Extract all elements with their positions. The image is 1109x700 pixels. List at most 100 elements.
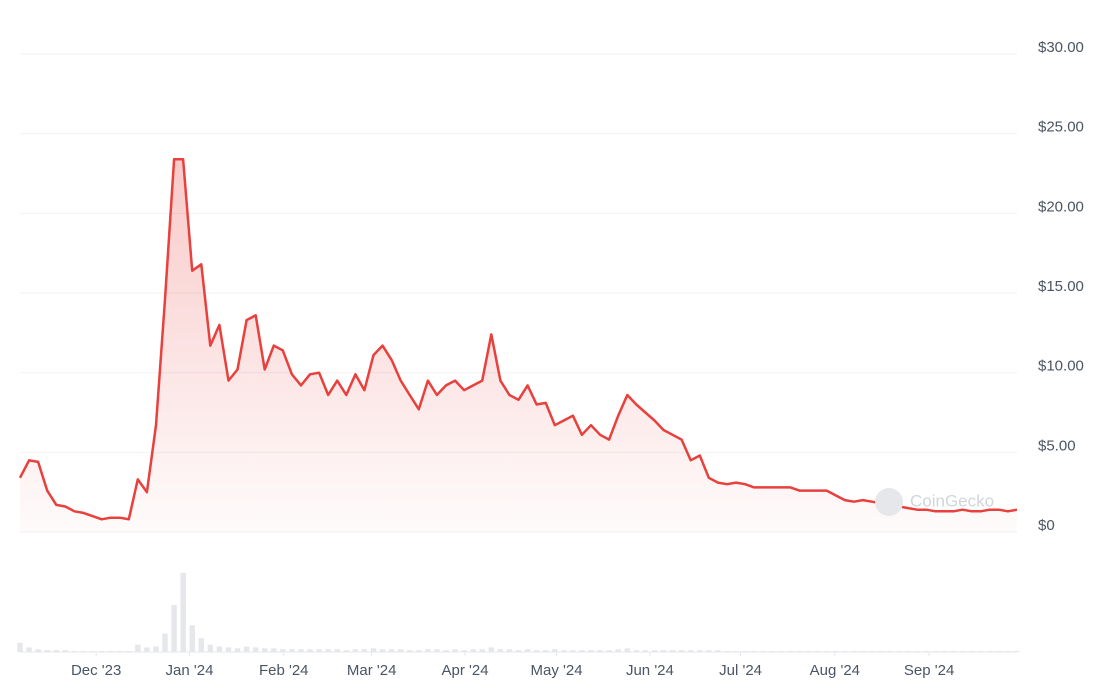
x-tick-label: Mar '24 [347,662,397,679]
volume-bar [950,651,957,652]
volume-bar [959,651,966,652]
volume-bar [678,650,685,652]
x-tick-label: Apr '24 [441,662,488,679]
volume-bar [923,651,930,652]
volume-bar [271,648,277,652]
volume-bar [796,651,803,652]
y-tick-label: $30.00 [1038,39,1084,56]
volume-bar [425,649,431,652]
y-tick-label: $5.00 [1038,437,1076,454]
volume-bar [116,651,123,652]
volume-bar [135,644,141,652]
volume-bar [397,649,404,652]
volume-bar [35,649,41,652]
volume-bar [996,651,1002,652]
volume-bar [633,650,640,652]
volume-bar [833,651,839,652]
volume-bar [434,649,440,652]
volume-bar [887,651,893,652]
volume-bar [361,649,368,652]
volume-bar [778,651,785,652]
volume-bar [443,650,449,652]
volume-bar [180,572,186,652]
volume-bar [289,649,295,652]
volume-bar [669,650,676,652]
volume-bar [144,647,150,652]
volume-bar [588,650,594,652]
volume-bar [968,651,975,652]
volume-bar [978,651,984,652]
volume-bar [715,650,721,652]
plot [18,157,1018,532]
volume-bar [388,649,395,652]
volume-bar [787,651,794,652]
x-tick-label: Jan '24 [166,662,214,679]
x-tick-label: Jun '24 [626,662,674,679]
volume-bar [869,651,875,652]
volume-bar [370,648,377,652]
volume-bar [687,650,694,652]
volume-bar [905,651,911,652]
volume-bar [298,649,304,652]
watermark-logo [875,488,903,516]
volume-bar [89,651,96,652]
watermark: CoinGecko [875,488,994,516]
volume-bar [26,647,32,652]
volume-bar [198,638,204,652]
volume-bar [153,646,159,652]
volume-bar [733,651,739,652]
volume-bar [506,649,513,652]
volume-bar [243,646,250,652]
volume-bar [62,650,69,652]
y-tick-label: $20.00 [1038,198,1084,215]
volume-bar [80,651,87,652]
volume-bar [44,650,50,652]
volume-bar [325,649,331,652]
y-tick-label: $15.00 [1038,278,1084,295]
volume-bar [524,649,531,652]
volume-bar [823,651,830,652]
volume-bar [216,646,223,652]
volume-bar [280,649,286,652]
volume-bar [470,649,476,652]
volume-bar [751,651,757,652]
volume-bar [98,651,105,652]
volume-bar [561,650,567,652]
volume-bar [452,649,458,652]
x-tick-label: Sep '24 [904,662,954,679]
volume-bar [307,649,313,652]
volume-bar [932,651,939,652]
volume-bar [697,650,703,652]
x-tick-label: Jul '24 [719,662,762,679]
volume-bar [352,649,359,652]
volume-bar [805,651,812,652]
volume-bar [479,649,485,652]
volume-bar [316,649,322,652]
volume-bar [615,649,621,652]
watermark-text: CoinGecko [910,491,994,510]
price-area [20,159,1017,532]
volume-bar [570,650,576,652]
volume-bar [533,650,540,652]
volume-bar [189,625,195,652]
volume-bar [252,647,259,652]
volume-bar [941,651,948,652]
y-tick-label: $25.00 [1038,119,1084,136]
volume-bar [126,651,132,652]
volume-bar [1005,651,1011,652]
volume-bar [1014,651,1020,652]
volume-bar [769,651,776,652]
volume-bar [878,651,884,652]
volume-bar [987,651,993,652]
volume-bar [597,650,603,652]
volume-bar [343,650,350,652]
volume-bar [579,650,585,652]
volume-bar [814,651,821,652]
volume-bar [162,633,168,652]
volume-bar [742,651,748,652]
volume-bar [542,650,549,652]
price-line [18,157,1018,521]
volume-bar [914,651,921,652]
volume-bar [651,650,658,652]
